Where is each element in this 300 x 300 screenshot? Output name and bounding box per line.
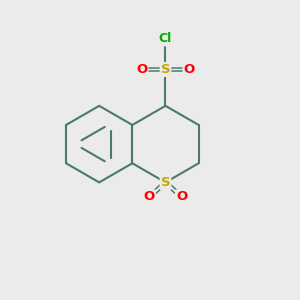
Text: O: O: [184, 63, 195, 76]
Text: O: O: [176, 190, 187, 203]
Text: O: O: [136, 63, 147, 76]
Text: S: S: [161, 63, 170, 76]
Text: Cl: Cl: [159, 32, 172, 45]
Text: O: O: [144, 190, 155, 203]
Text: S: S: [161, 176, 170, 189]
